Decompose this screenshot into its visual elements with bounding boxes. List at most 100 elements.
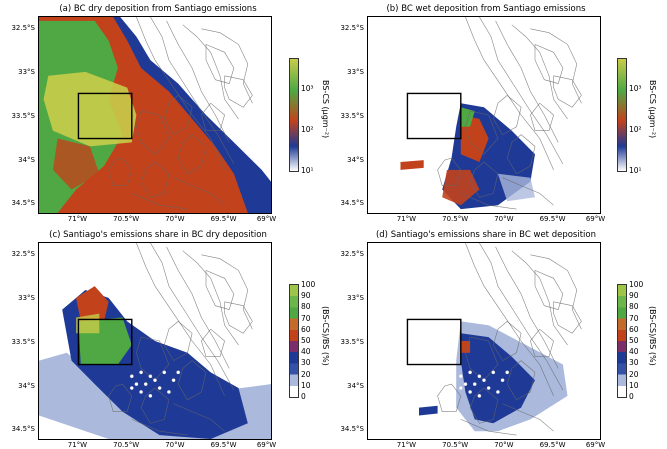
hatch-marker bbox=[130, 374, 134, 379]
hatch-marker bbox=[157, 386, 162, 390]
x-tick-label: 69°W bbox=[256, 441, 277, 449]
map-canvas bbox=[406, 243, 582, 436]
hatch-marker bbox=[167, 390, 171, 394]
deposition-field bbox=[400, 160, 424, 170]
hatch-marker bbox=[477, 394, 482, 398]
terrain-contour bbox=[469, 387, 499, 424]
share-field bbox=[76, 313, 100, 334]
y-tick-label: 32.5°S bbox=[340, 249, 364, 258]
terrain-contour bbox=[173, 177, 225, 206]
terrain-contour bbox=[201, 28, 253, 104]
colorbar-tick: 70 bbox=[301, 313, 311, 323]
y-tick-label: 33.5°S bbox=[11, 111, 35, 120]
map-canvas bbox=[39, 17, 271, 213]
y-tick-label: 33.5°S bbox=[340, 111, 364, 120]
y-tick-label: 34.5°S bbox=[11, 425, 35, 434]
colorbar-tick: 10 bbox=[629, 380, 639, 390]
terrain-contour bbox=[437, 383, 462, 412]
terrain-contour bbox=[136, 110, 170, 155]
colorbar bbox=[617, 58, 627, 172]
x-tick-label: 69.5°W bbox=[539, 215, 566, 223]
hatch-marker bbox=[162, 370, 167, 375]
x-tick-label: 69°W bbox=[585, 441, 606, 449]
terrain-contour bbox=[201, 254, 253, 330]
terrain-contour bbox=[534, 270, 564, 310]
y-tick-label: 33°S bbox=[347, 67, 364, 76]
x-tick-label: 70.5°W bbox=[442, 441, 469, 449]
x-tick-label: 70°W bbox=[165, 441, 185, 449]
hatch-marker bbox=[171, 378, 176, 382]
colorbar-tick: 60 bbox=[301, 324, 311, 334]
panel-title: (b) BC wet deposition from Santiago emis… bbox=[386, 4, 586, 14]
terrain-contour bbox=[553, 75, 582, 108]
hatch-marker bbox=[148, 374, 153, 379]
y-tick-label: 32.5°S bbox=[11, 23, 35, 32]
panel-title: (c) Santiago's emissions share in BC dry… bbox=[49, 230, 267, 240]
x-tick-label: 70°W bbox=[494, 441, 514, 449]
hatch-marker bbox=[482, 378, 486, 382]
colorbar-tick: 70 bbox=[629, 313, 639, 323]
santiago-box bbox=[406, 92, 462, 140]
terrain-contour bbox=[492, 321, 522, 362]
x-tick-label: 70.5°W bbox=[442, 215, 469, 223]
terrain-contour bbox=[479, 17, 564, 165]
terrain-contour bbox=[166, 246, 230, 369]
colorbar-tick: 10 bbox=[301, 380, 311, 390]
x-tick-label: 69.5°W bbox=[539, 441, 566, 449]
hatch-marker bbox=[176, 370, 180, 375]
santiago-box bbox=[77, 92, 133, 140]
terrain-contour bbox=[479, 243, 564, 391]
santiago-box bbox=[77, 318, 133, 366]
map-frame bbox=[367, 16, 601, 214]
deposition-field bbox=[460, 107, 475, 127]
x-tick-label: 69°W bbox=[256, 215, 277, 223]
colorbar-tick: 20 bbox=[301, 369, 311, 379]
hatch-marker bbox=[153, 378, 157, 382]
hatch-marker bbox=[496, 390, 500, 394]
colorbar-title: (BS-CS)/BS (%) bbox=[648, 306, 657, 366]
terrain-contour bbox=[166, 20, 230, 143]
x-tick-label: 70.5°W bbox=[113, 441, 140, 449]
hatch-marker bbox=[459, 374, 463, 379]
colorbar-tick: 40 bbox=[301, 347, 311, 357]
map-frame bbox=[38, 16, 272, 214]
colorbar-tick: 90 bbox=[629, 291, 639, 301]
colorbar-title: BS-CS (µgm⁻²) bbox=[648, 80, 657, 139]
hatch-marker bbox=[139, 370, 143, 375]
colorbar-tick: 10¹ bbox=[629, 166, 642, 175]
colorbar-tick: 10³ bbox=[629, 84, 642, 93]
terrain-contour bbox=[530, 102, 554, 131]
terrain-contour bbox=[136, 17, 225, 171]
terrain-contour bbox=[131, 193, 188, 210]
share-field bbox=[419, 405, 438, 416]
terrain-contour bbox=[140, 387, 170, 424]
terrain-contour bbox=[495, 20, 559, 143]
y-tick-label: 32.5°S bbox=[11, 249, 35, 258]
terrain-contour bbox=[205, 270, 235, 310]
colorbar-tick: 40 bbox=[629, 347, 639, 357]
hatch-marker bbox=[459, 386, 463, 390]
terrain-contour bbox=[173, 403, 225, 432]
hatch-marker bbox=[148, 394, 153, 398]
terrain-contour bbox=[530, 28, 582, 104]
terrain-contour bbox=[177, 360, 207, 401]
terrain-contour bbox=[465, 243, 554, 397]
terrain-contour bbox=[534, 44, 564, 84]
terrain-contour bbox=[530, 328, 554, 357]
y-tick-label: 34°S bbox=[347, 382, 364, 391]
terrain-contour bbox=[530, 254, 582, 330]
terrain-contour bbox=[150, 17, 235, 165]
x-tick-label: 69.5°W bbox=[210, 215, 237, 223]
hatch-marker bbox=[139, 390, 143, 394]
colorbar-tick: 10² bbox=[629, 125, 642, 134]
colorbar-tick: 10³ bbox=[301, 84, 314, 93]
hatch-marker bbox=[491, 370, 496, 375]
panel-title: (d) Santiago's emissions share in BC wet… bbox=[375, 230, 597, 240]
terrain-contour bbox=[511, 24, 568, 120]
deposition-field bbox=[442, 169, 480, 206]
colorbar-tick: 50 bbox=[301, 336, 311, 345]
x-tick-label: 70.5°W bbox=[113, 215, 140, 223]
map-frame bbox=[367, 242, 601, 440]
map-canvas bbox=[39, 243, 271, 439]
hatch-marker bbox=[468, 390, 472, 394]
